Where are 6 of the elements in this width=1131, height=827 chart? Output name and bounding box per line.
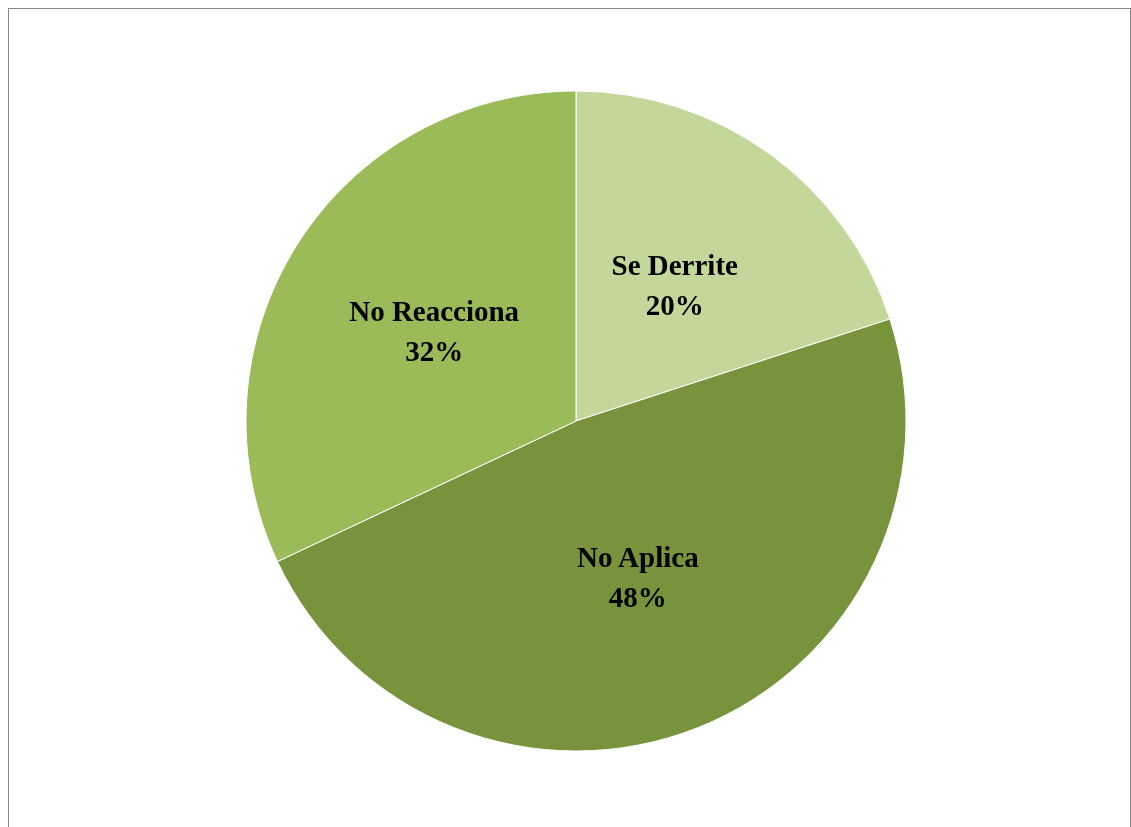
slice-label: No Aplica — [577, 541, 700, 574]
data-label: 20% — [645, 289, 704, 322]
slice-label: Se Derrite — [611, 249, 739, 282]
data-label: 48% — [608, 581, 667, 614]
data-label: 32% — [405, 334, 464, 367]
slice-label: No Reacciona — [349, 294, 520, 327]
